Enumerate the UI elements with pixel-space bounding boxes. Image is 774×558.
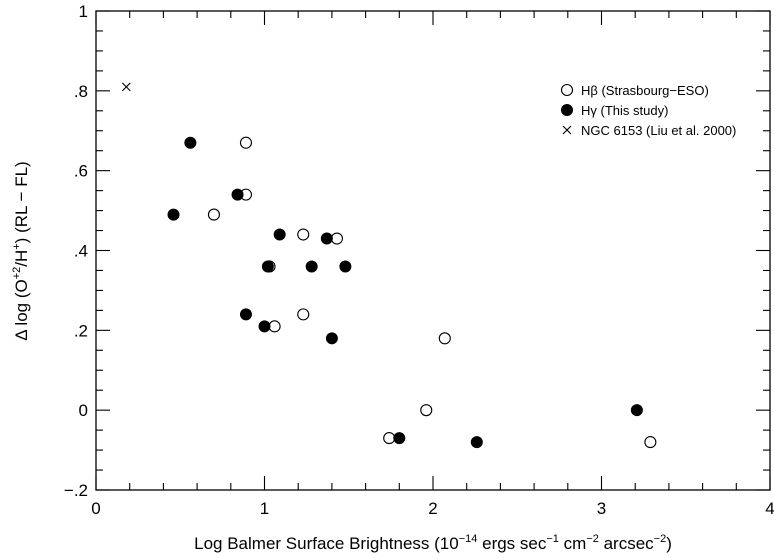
data-point-series-1	[330, 232, 344, 245]
data-point-series-1	[644, 436, 657, 449]
legend-marker	[562, 125, 572, 135]
data-point-series-2	[261, 260, 274, 273]
data-point-series-1	[420, 404, 433, 417]
data-point-series-1	[383, 432, 396, 445]
y-tick-label: −.2	[64, 481, 88, 500]
data-point-series-2	[239, 308, 252, 321]
data-point-series-2	[470, 436, 483, 449]
cross-stroke	[121, 82, 131, 92]
data-point-series-2	[258, 320, 271, 333]
cross-stroke	[562, 125, 572, 135]
data-points	[121, 82, 657, 449]
data-point-series-2	[305, 260, 318, 273]
data-point-series-1	[239, 136, 253, 149]
legend: Hβ (Strasbourg−ESO) Hγ (This study) NGC 61…	[560, 83, 736, 138]
x-tick-label: 4	[765, 499, 774, 518]
data-point-series-1	[207, 208, 220, 221]
y-tick-label: .8	[74, 82, 88, 101]
data-point-series-1	[297, 228, 310, 241]
y-tick-label: .4	[74, 242, 88, 261]
x-tick-label: 0	[91, 499, 100, 518]
data-point-series-1	[268, 320, 281, 333]
x-tick-label: 3	[597, 499, 606, 518]
data-point-series-2	[339, 260, 352, 273]
x-axis-label: Log Balmer Surface Brightness (10−14 erg…	[194, 533, 672, 553]
data-point-series-2	[320, 232, 333, 245]
data-point-series-2	[167, 208, 180, 221]
x-tick-label: 1	[260, 499, 269, 518]
data-point-series-2	[231, 188, 244, 201]
y-tick-label: 0	[79, 401, 88, 420]
data-point-series-1	[438, 332, 451, 345]
data-point-series-3	[121, 82, 131, 92]
data-point-series-2	[630, 404, 643, 417]
legend-marker	[561, 104, 573, 116]
data-point-series-1	[297, 308, 310, 321]
legend-label: NGC 6153 (Liu et al. 2000)	[581, 123, 736, 138]
axis-ticks	[95, 10, 771, 491]
x-tick-label: 2	[428, 499, 437, 518]
tick-labels: 0 1 2 3 4−.20.2.4.6.81	[64, 2, 774, 518]
y-tick-label: .6	[74, 162, 88, 181]
data-point-series-2	[325, 332, 338, 345]
y-tick-label: 1	[79, 2, 88, 21]
y-axis-label: Δ log (O+2/H+) (RL − FL)	[11, 161, 31, 340]
data-point-series-2	[273, 228, 286, 241]
y-tick-label: .2	[74, 321, 88, 340]
legend-label: Hγ (This study)	[581, 103, 668, 118]
data-point-series-2	[393, 432, 406, 445]
legend-label: Hβ (Strasbourg−ESO)	[581, 83, 709, 98]
legend-marker	[560, 83, 574, 97]
data-point-series-2	[184, 136, 197, 149]
